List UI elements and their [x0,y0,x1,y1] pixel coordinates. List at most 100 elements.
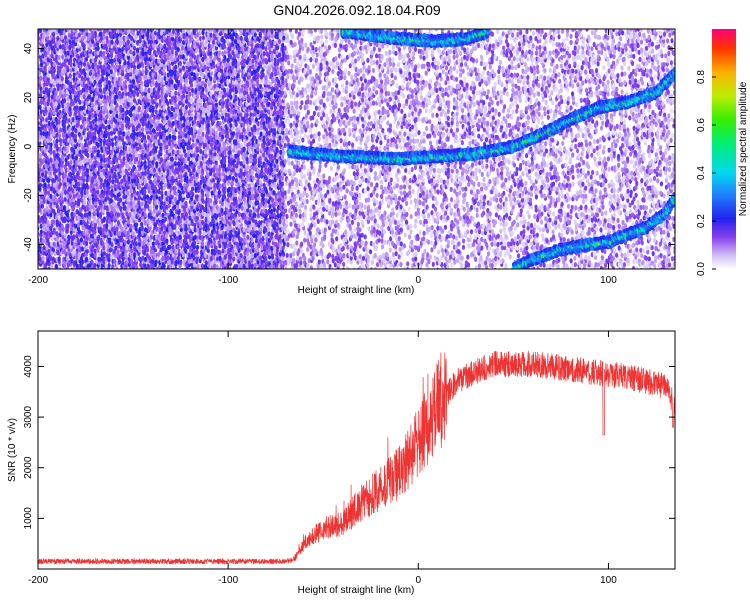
spectrogram-cell [195,244,199,250]
spectrogram-cell [63,233,67,239]
spectrogram-cell [184,211,188,217]
spectrogram-cell [140,161,144,167]
spectrogram-cell [96,170,100,176]
spectrogram-cell [132,231,136,237]
spectrogram-cell [209,76,213,82]
spectrogram-cell [79,212,83,218]
spectrogram-cell [243,255,247,261]
spectrogram-cell [132,97,137,104]
spectrogram-cell [187,156,191,162]
spectrogram-cell [215,29,219,33]
spectrogram-cell [173,185,177,191]
spectrogram-cell [80,115,84,121]
spectrogram-cell [56,35,60,42]
spectrogram-cell [54,116,58,122]
spectrogram-cell [222,38,226,45]
spectrogram-cell [209,32,213,38]
spectrogram-cell [57,256,61,262]
spectrogram-cell [104,146,108,152]
spectrogram-cell [122,156,126,162]
spectrogram-cell [143,178,147,184]
spectrogram-cell [229,94,233,100]
spectrogram-cell [43,182,47,188]
spectrogram-cell [170,57,174,63]
spectrogram-dots [38,29,675,269]
spectrogram-cell [165,161,169,167]
spectrogram-cell [129,200,133,206]
spectrogram-cell [76,79,80,85]
spectrogram-cell [52,227,56,233]
spectrogram-cell [136,91,140,97]
spectrogram-cell [179,223,183,229]
spectrogram-cell [49,186,54,192]
spectrogram-cell [170,229,174,235]
spectrogram-cell [55,94,59,101]
spectrogram-cell [242,196,246,202]
spectrogram-cell [184,248,188,254]
spectrogram-cell [206,134,210,141]
spectrogram-cell [74,127,78,134]
spectrogram-cell [132,29,136,33]
spectrogram-cell [115,157,119,163]
spectrogram-cell [223,32,227,38]
spectrogram-cell [93,248,97,254]
spectrogram-cell [98,83,102,89]
spectrogram-cell [223,54,227,60]
spectrogram-cell [50,230,54,236]
spectrogram-cell [44,216,48,222]
spectrogram-cell [111,179,115,185]
spectrogram-cell [231,123,236,129]
spectrogram-cell [176,46,180,52]
spectrogram-cell [116,212,121,218]
spectrogram-cell [214,190,218,196]
spectrogram-cell [157,93,161,99]
spectrogram-cell [50,49,55,55]
spectrogram-cell [178,60,182,66]
spectrogram-cell [223,117,227,123]
spectrogram-cell [160,190,164,196]
spectrogram-cell [42,131,46,137]
spectrogram-cell [126,72,130,78]
spectrogram-cell [41,38,45,44]
spectrogram-cell [54,126,59,132]
spectrogram-cell [45,245,49,251]
spectrogram-cell [176,204,180,210]
spectrogram-cell [82,183,86,189]
spectrogram-cell [171,244,175,250]
spectrogram-cell [209,238,213,244]
spectrogram-cell [72,248,76,254]
spectrogram-cell [187,29,191,34]
spectrogram-cell [153,200,158,206]
spectrogram-cell [96,185,100,191]
spectrogram-cell [132,164,136,170]
spectrogram-cell [55,160,59,166]
spectrogram-cell [68,73,72,79]
spectrogram-cell [217,240,221,246]
spectrogram-cell [228,174,232,180]
spectrogram-cell [217,249,221,255]
spectrogram-cell [58,181,63,187]
spectrogram-cell [204,260,208,266]
spectrogram-cell [38,157,43,163]
spectrogram-cell [63,249,67,255]
spectrogram-cell [118,141,122,147]
spectrogram-cell [49,157,53,163]
spectrogram-cell [44,79,48,85]
spectrogram-cell [44,174,48,180]
spectrogram-cell [40,203,45,209]
spectrogram-cell [220,207,224,214]
spectrogram-cell [57,167,62,173]
spectrogram-cell [228,101,232,107]
spectrogram-cell [192,167,196,173]
spectrogram-cell [71,201,75,207]
spectrogram-cell [45,131,49,137]
spectrogram-cell [57,189,61,195]
spectrogram-cell [189,97,194,103]
spectrogram-cell [77,175,81,181]
spectrogram-cell [38,167,42,173]
spectrogram-cell [58,146,62,152]
spectrogram-cell [159,123,163,129]
spectrogram-cell [61,178,65,184]
spectrogram-cell [44,127,48,133]
